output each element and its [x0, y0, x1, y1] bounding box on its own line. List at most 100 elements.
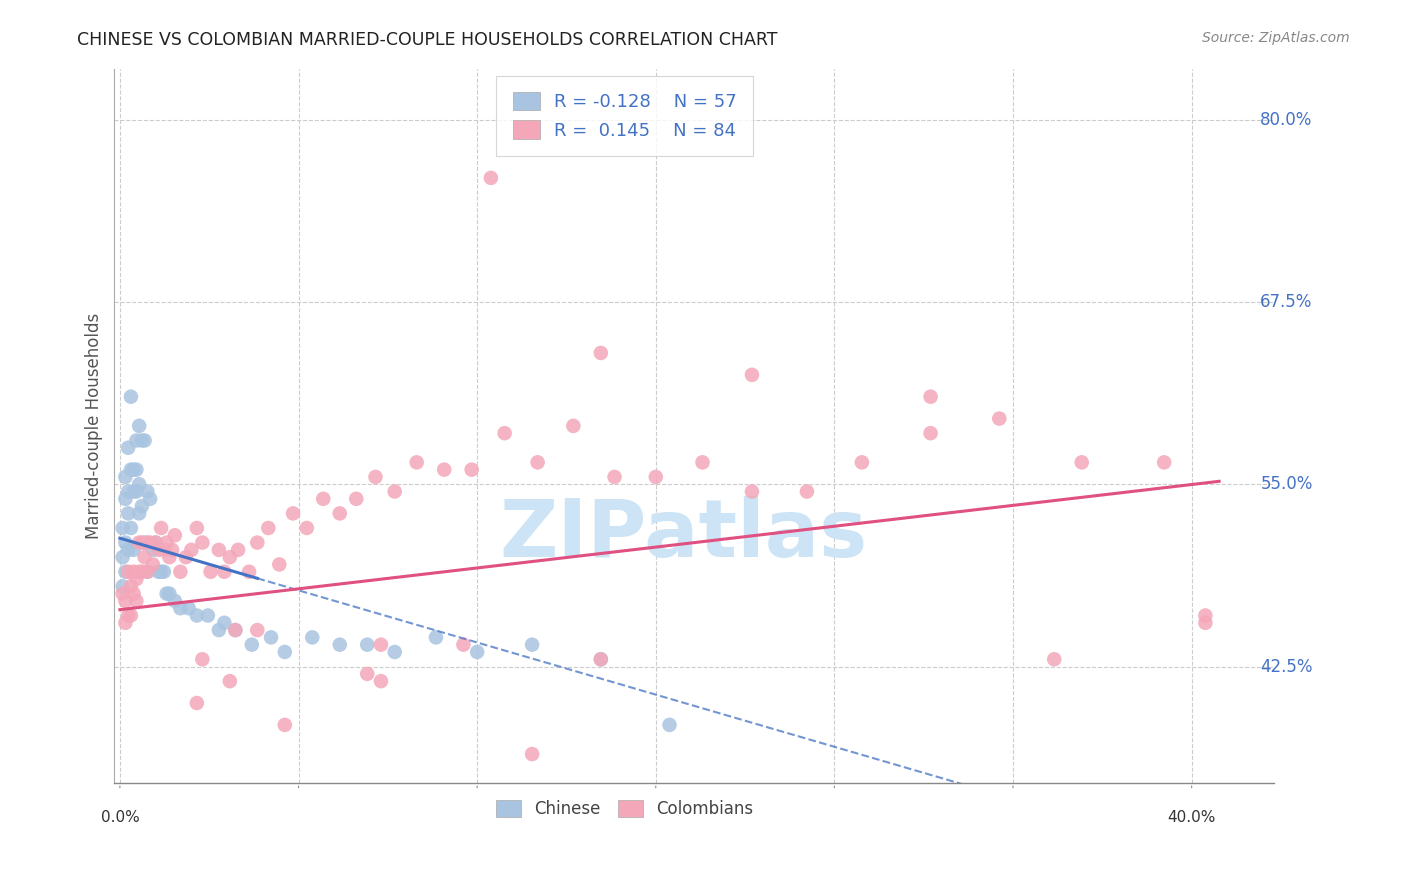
Point	[356, 666, 378, 681]
Point	[134, 434, 156, 448]
Point	[370, 674, 392, 689]
Point	[274, 718, 297, 732]
Point	[153, 542, 176, 557]
Point	[269, 558, 291, 572]
Point	[329, 638, 352, 652]
Point	[329, 507, 352, 521]
Point	[120, 608, 142, 623]
Point	[114, 594, 136, 608]
Point	[169, 565, 191, 579]
Point	[114, 535, 136, 549]
Point	[150, 521, 173, 535]
Point	[295, 521, 318, 535]
Point	[148, 542, 170, 557]
Point	[197, 608, 219, 623]
Point	[589, 652, 612, 666]
Point	[214, 565, 236, 579]
Point	[226, 542, 249, 557]
Point	[589, 652, 612, 666]
Point	[122, 463, 145, 477]
Point	[692, 455, 714, 469]
Point	[246, 623, 269, 637]
Point	[274, 645, 297, 659]
Point	[131, 535, 153, 549]
Point	[160, 542, 183, 557]
Point	[156, 535, 179, 549]
Point	[589, 346, 612, 360]
Point	[156, 587, 179, 601]
Point	[142, 558, 165, 572]
Point	[134, 535, 156, 549]
Point	[562, 418, 585, 433]
Point	[260, 631, 283, 645]
Point	[364, 470, 387, 484]
Point	[218, 674, 240, 689]
Point	[1194, 608, 1216, 623]
Point	[134, 550, 156, 565]
Point	[125, 434, 148, 448]
Point	[114, 565, 136, 579]
Point	[238, 565, 260, 579]
Point	[136, 535, 159, 549]
Point	[122, 565, 145, 579]
Point	[1043, 652, 1066, 666]
Point	[139, 535, 162, 549]
Point	[128, 418, 150, 433]
Point	[920, 426, 942, 441]
Point	[1153, 455, 1175, 469]
Point	[145, 535, 167, 549]
Point	[479, 170, 502, 185]
Point	[174, 550, 197, 565]
Point	[117, 441, 139, 455]
Point	[125, 572, 148, 586]
Point	[988, 411, 1011, 425]
Point	[117, 608, 139, 623]
Point	[208, 542, 231, 557]
Point	[224, 623, 246, 637]
Point	[526, 455, 548, 469]
Point	[117, 565, 139, 579]
Point	[741, 484, 763, 499]
Point	[148, 565, 170, 579]
Point	[186, 521, 208, 535]
Point	[122, 587, 145, 601]
Point	[169, 601, 191, 615]
Point	[122, 484, 145, 499]
Point	[128, 535, 150, 549]
Text: 0.0%: 0.0%	[101, 810, 139, 824]
Point	[163, 594, 186, 608]
Text: ZIPatlas: ZIPatlas	[499, 496, 868, 574]
Point	[125, 484, 148, 499]
Point	[122, 542, 145, 557]
Point	[644, 470, 666, 484]
Point	[180, 542, 202, 557]
Point	[131, 499, 153, 513]
Point	[117, 507, 139, 521]
Point	[142, 542, 165, 557]
Point	[117, 484, 139, 499]
Text: 55.0%: 55.0%	[1260, 475, 1313, 493]
Point	[1194, 615, 1216, 630]
Text: 42.5%: 42.5%	[1260, 657, 1313, 675]
Point	[120, 390, 142, 404]
Point	[741, 368, 763, 382]
Point	[370, 638, 392, 652]
Text: CHINESE VS COLOMBIAN MARRIED-COUPLE HOUSEHOLDS CORRELATION CHART: CHINESE VS COLOMBIAN MARRIED-COUPLE HOUS…	[77, 31, 778, 49]
Point	[186, 608, 208, 623]
Point	[125, 594, 148, 608]
Point	[851, 455, 873, 469]
Point	[191, 652, 214, 666]
Point	[150, 565, 173, 579]
Point	[111, 521, 134, 535]
Point	[257, 521, 280, 535]
Point	[218, 550, 240, 565]
Point	[163, 528, 186, 542]
Point	[494, 426, 516, 441]
Point	[139, 491, 162, 506]
Point	[136, 565, 159, 579]
Point	[191, 535, 214, 549]
Point	[460, 463, 482, 477]
Point	[384, 484, 406, 499]
Point	[186, 696, 208, 710]
Text: 40.0%: 40.0%	[1167, 810, 1216, 824]
